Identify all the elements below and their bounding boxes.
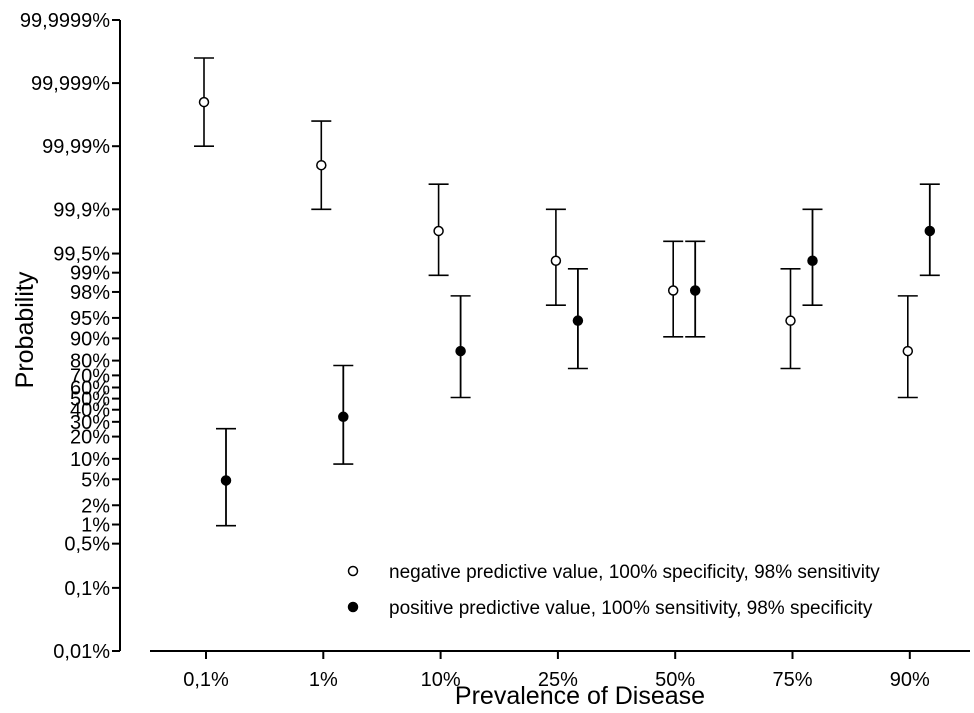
legend-label: positive predictive value, 100% sensitiv… <box>389 598 873 619</box>
y-tick-label: 40% <box>70 400 110 422</box>
data-point <box>316 159 327 171</box>
data-point <box>924 225 936 237</box>
y-tick-label: 99,9999% <box>20 10 110 32</box>
data-point <box>572 315 584 326</box>
y-tick-label: 60% <box>70 377 110 399</box>
x-tick-label: 90% <box>890 669 930 691</box>
x-tick-label: 0,1% <box>183 669 229 691</box>
y-tick-label: 98% <box>70 282 110 304</box>
data-point <box>455 345 466 357</box>
data-point <box>667 285 679 296</box>
x-tick-label: 50% <box>655 669 695 691</box>
y-tick-label: 50% <box>70 389 110 411</box>
y-tick-label: 99,9% <box>53 199 110 221</box>
y-tick-label: 70% <box>70 365 110 387</box>
y-tick-label: 99,999% <box>31 73 110 95</box>
data-point <box>807 255 818 267</box>
x-tick-label: 1% <box>309 669 338 691</box>
y-tick-label: 1% <box>81 515 110 537</box>
legend-label: negative predictive value, 100% specific… <box>389 562 880 583</box>
x-tick-label: 10% <box>421 669 461 691</box>
data-point <box>198 96 210 108</box>
data-point <box>689 285 701 296</box>
y-tick-label: 99,5% <box>53 244 110 266</box>
plot-area <box>194 57 940 527</box>
series-positive-predictive-value <box>216 183 940 527</box>
y-tick-label: 0,1% <box>64 578 110 600</box>
y-tick-label: 99% <box>70 263 110 285</box>
data-point <box>433 225 444 237</box>
y-axis: 99,9999% 99,999% 99,99% 99,9% 99,5%99%98% 95%… <box>20 10 121 663</box>
y-tick-label: 80% <box>70 351 110 373</box>
x-tick-label: 25% <box>538 669 578 691</box>
x-axis: 0,1% 1% 10% 25% 50% 75% 90% <box>150 650 970 691</box>
legend-item: positive predictive value, 100% sensitiv… <box>347 598 873 619</box>
y-tick-label: 10% <box>70 449 110 471</box>
legend-marker-open <box>347 565 359 577</box>
y-tick-label: 99,99% <box>42 136 110 158</box>
y-tick-label: 5% <box>81 469 110 491</box>
data-point <box>785 315 796 326</box>
data-point <box>902 345 914 357</box>
y-tick-label: 95% <box>70 308 110 330</box>
y-tick-label: 30% <box>70 412 110 434</box>
legend-item: negative predictive value, 100% specific… <box>347 562 880 583</box>
y-axis-title: Probability <box>11 271 39 388</box>
series-negative-predictive-value <box>194 57 918 399</box>
data-point <box>550 255 562 267</box>
y-tick-label: 0,5% <box>64 534 110 556</box>
data-point <box>338 411 349 423</box>
y-tick-label: 90% <box>70 328 110 350</box>
x-tick-label: 75% <box>772 669 812 691</box>
legend-marker-filled <box>347 601 359 613</box>
data-point <box>220 475 232 486</box>
legend: negative predictive value, 100% specific… <box>347 562 880 619</box>
y-tick-label: 0,01% <box>53 641 110 663</box>
x-axis-title: Prevalence of Disease <box>455 682 705 710</box>
y-tick-label: 20% <box>70 427 110 449</box>
y-tick-label: 2% <box>81 495 110 517</box>
